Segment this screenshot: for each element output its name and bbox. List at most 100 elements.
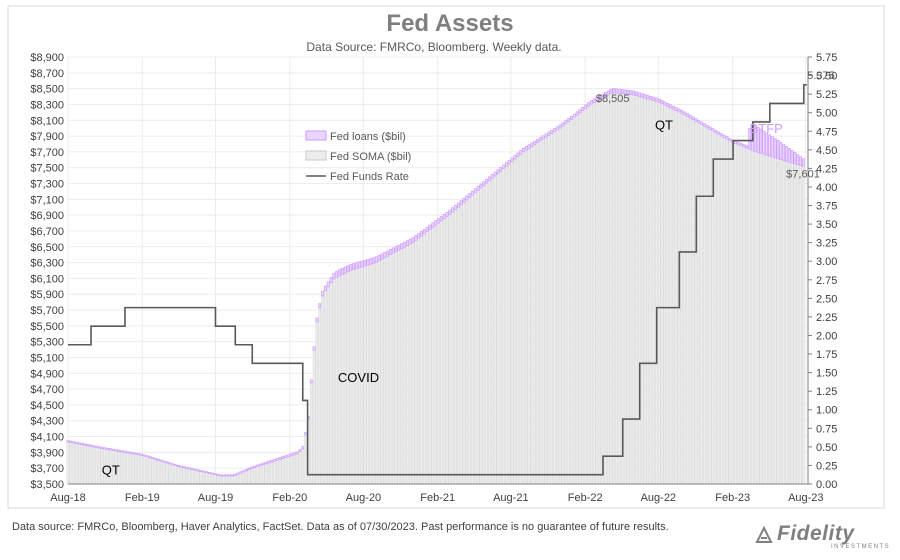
soma-bar [431, 227, 435, 485]
soma-bar [165, 462, 169, 485]
loans-bar [343, 266, 347, 274]
left-tick-label: $8,100 [30, 115, 64, 127]
loans-bar [719, 133, 723, 137]
legend-label: Fed SOMA ($bil) [330, 151, 411, 163]
soma-bar [154, 459, 157, 485]
loans-bar [165, 461, 169, 464]
right-tick-label: 3.75 [816, 201, 837, 213]
soma-bar [479, 187, 483, 485]
soma-bar [451, 211, 454, 485]
loans-bar [683, 111, 687, 116]
loans-bar [581, 106, 585, 111]
loans-bar [205, 471, 209, 474]
legend-label: Fed loans ($bil) [330, 131, 406, 143]
soma-bar [428, 229, 432, 485]
loans-bar [244, 469, 248, 472]
annotation-label: $8,505 [596, 93, 630, 105]
loans-bar [538, 137, 542, 142]
soma-bar [324, 290, 327, 485]
loans-bar [663, 101, 667, 106]
soma-bar [697, 122, 700, 485]
loans-bar [756, 126, 760, 153]
soma-bar [293, 454, 296, 485]
soma-bar [623, 93, 627, 485]
loans-bar [431, 222, 435, 228]
loans-bar [94, 445, 98, 448]
soma-bar [332, 278, 336, 485]
soma-bar [737, 144, 740, 485]
loans-bar [352, 263, 356, 270]
soma-bar [536, 142, 539, 485]
soma-bar [168, 463, 172, 485]
loans-bar [570, 115, 573, 120]
soma-bar [751, 150, 754, 485]
loans-bar [355, 262, 358, 270]
loans-bar [233, 473, 237, 476]
loans-bar [239, 471, 242, 474]
soma-bar [759, 153, 763, 485]
loans-bar [86, 444, 90, 447]
soma-bar [646, 98, 650, 485]
loans-bar [536, 138, 539, 144]
soma-bar [796, 164, 799, 485]
soma-bar [199, 471, 203, 485]
loans-bar [202, 470, 206, 473]
soma-bar [236, 474, 239, 485]
left-tick-label: $6,500 [30, 242, 64, 254]
soma-bar [80, 444, 84, 485]
soma-bar [550, 133, 553, 485]
soma-bar [394, 251, 398, 485]
loans-bar [623, 89, 627, 95]
soma-bar [216, 475, 220, 485]
soma-bar [392, 253, 395, 485]
soma-bar [157, 460, 160, 485]
loans-bar [174, 464, 177, 467]
fidelity-logo: Fidelity INVESTMENTS [753, 522, 893, 552]
loans-bar [171, 463, 175, 466]
loans-bar [521, 147, 525, 153]
soma-bar [660, 103, 664, 485]
loans-bar [669, 104, 672, 109]
loans-bar [787, 147, 791, 163]
loans-bar [739, 143, 743, 147]
loans-bar [768, 134, 771, 157]
soma-bar [287, 456, 290, 485]
loans-bar [504, 162, 508, 167]
soma-bar [720, 135, 723, 485]
soma-bar [123, 452, 126, 485]
soma-bar [284, 457, 288, 485]
soma-bar [773, 157, 777, 485]
soma-bar [635, 95, 638, 485]
loans-bar [451, 207, 455, 213]
soma-bar [765, 154, 768, 485]
loans-bar [148, 456, 152, 459]
soma-bar [573, 117, 576, 485]
loans-bar [372, 257, 375, 264]
loans-bar [92, 445, 95, 448]
loans-bar [561, 122, 565, 127]
loans-bar [301, 446, 305, 450]
soma-bar [708, 129, 712, 485]
annotations: $8,505 $7,601 5.375 QT QT COVID BTFP [102, 70, 835, 478]
right-tick-label: 1.75 [816, 349, 837, 361]
loans-bar [770, 136, 774, 158]
loans-bar [216, 473, 220, 476]
left-tick-label: $4,900 [30, 368, 64, 380]
soma-bar [253, 467, 256, 485]
loans-bar [128, 451, 132, 454]
soma-bar [281, 458, 285, 485]
loans-bar [606, 90, 610, 96]
soma-bar [618, 93, 621, 485]
soma-bar [589, 104, 593, 485]
soma-bar [244, 470, 248, 485]
left-tick-label: $3,900 [30, 447, 64, 459]
loans-bar [666, 103, 670, 107]
soma-bar [524, 149, 528, 485]
loans-bar [499, 167, 503, 172]
loans-bar [222, 474, 225, 477]
loans-bar [632, 90, 636, 96]
annotation-label: QT [102, 463, 120, 478]
soma-bar [505, 166, 508, 485]
soma-bar [728, 140, 732, 485]
soma-bar [276, 460, 279, 485]
